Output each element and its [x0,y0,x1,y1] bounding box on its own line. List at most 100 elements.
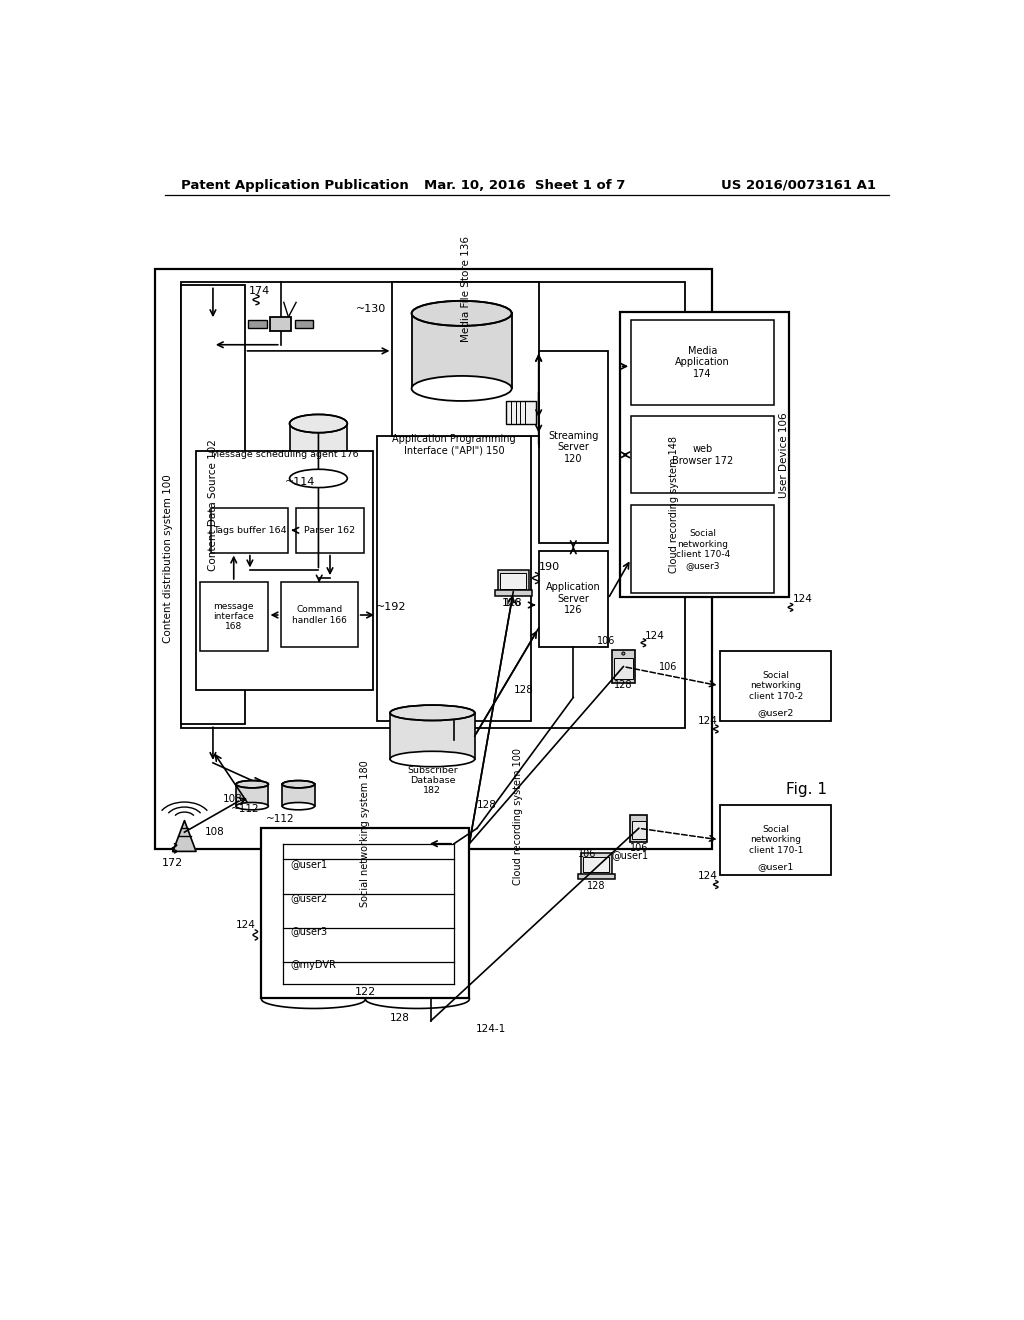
Ellipse shape [237,780,268,788]
Text: Application
Server
126: Application Server 126 [546,582,601,615]
Text: ~114: ~114 [285,477,315,487]
Text: Media
Application
174: Media Application 174 [675,346,730,379]
Text: ~112: ~112 [266,814,295,824]
Text: Media File Store 136: Media File Store 136 [461,236,470,342]
Text: 106: 106 [658,661,677,672]
Text: Command
handler 166: Command handler 166 [292,606,347,624]
Text: 124: 124 [697,871,717,880]
Bar [495,590,531,595]
Bar [281,582,357,647]
Text: 124: 124 [645,631,665,640]
Bar [211,508,289,553]
Bar [614,659,633,678]
Text: 128: 128 [513,685,534,694]
Text: Tags buffer 164: Tags buffer 164 [213,525,287,535]
Ellipse shape [283,780,314,788]
Bar [581,853,611,875]
Text: Social
networking
client 170-1: Social networking client 170-1 [749,825,803,855]
Bar [296,508,364,553]
Bar [180,285,245,725]
Text: Mar. 10, 2016  Sheet 1 of 7: Mar. 10, 2016 Sheet 1 of 7 [424,178,626,191]
Text: Streaming
Server
120: Streaming Server 120 [548,430,598,463]
Bar [283,784,314,807]
Bar [631,814,647,842]
Bar [200,582,267,651]
Bar [539,552,608,647]
Bar [249,321,267,327]
Text: 174: 174 [249,286,269,296]
Text: 128: 128 [476,800,497,810]
Bar [180,281,685,729]
Text: 122: 122 [354,986,376,997]
Bar [539,351,608,544]
Text: 172: 172 [162,858,183,869]
Bar [498,570,528,591]
Bar [237,784,268,807]
Text: @user3: @user3 [291,927,328,936]
Text: Social networking system 180: Social networking system 180 [360,760,371,907]
Text: Content Data Source 102: Content Data Source 102 [208,440,218,570]
Text: User Device 106: User Device 106 [778,412,788,498]
Text: ~192: ~192 [376,602,406,611]
Text: @user2: @user2 [291,892,328,903]
Text: Patent Application Publication: Patent Application Publication [180,178,409,191]
Bar [720,805,831,875]
Text: 128: 128 [587,880,605,891]
Text: message
interface
168: message interface 168 [213,602,254,631]
Polygon shape [173,821,196,851]
Ellipse shape [290,414,347,433]
Text: 128: 128 [614,680,633,690]
Text: 124: 124 [793,594,813,603]
Text: @user1: @user1 [291,859,328,869]
Ellipse shape [390,751,475,767]
Text: @user1: @user1 [758,862,794,871]
Text: 128: 128 [504,598,522,607]
Ellipse shape [390,705,475,721]
Text: Social
networking
client 170-2: Social networking client 170-2 [749,671,803,701]
Text: 108: 108 [223,795,243,804]
Text: ~130: ~130 [355,304,386,314]
Bar [500,573,526,589]
Text: @myDVR: @myDVR [291,961,337,970]
Text: 124-1: 124-1 [476,1023,506,1034]
Text: 124: 124 [237,920,256,929]
Bar [377,436,531,721]
Bar [261,829,469,998]
Ellipse shape [412,301,512,326]
Text: Subscriber
Database
182: Subscriber Database 182 [407,766,458,796]
Text: Application Programming
Interface ("API") 150: Application Programming Interface ("API"… [392,434,516,455]
Text: 128: 128 [390,1014,410,1023]
Ellipse shape [290,470,347,487]
Bar [632,821,646,838]
Bar [720,651,831,721]
Bar [196,451,373,689]
Bar [631,506,773,594]
Bar [620,313,788,598]
Bar [611,651,635,682]
Bar [578,874,614,879]
Ellipse shape [412,376,512,401]
Text: ~112: ~112 [230,804,259,814]
Bar [392,281,539,436]
Bar [631,321,773,405]
Text: Parser 162: Parser 162 [304,525,355,535]
Text: Message scheduling agent 176: Message scheduling agent 176 [211,450,358,459]
Bar [631,416,773,494]
Bar [412,313,512,388]
Bar [584,857,609,873]
Text: 106: 106 [502,598,521,609]
Text: Cloud recording system 100: Cloud recording system 100 [513,748,523,886]
Text: @user2: @user2 [758,709,794,717]
Bar [390,713,475,759]
Bar [506,401,536,424]
Text: Fig. 1: Fig. 1 [786,783,827,797]
Ellipse shape [283,803,314,810]
Text: Content distribution system 100: Content distribution system 100 [163,474,172,643]
Text: 190: 190 [539,561,560,572]
Text: 106: 106 [578,850,596,859]
Bar [295,321,313,327]
Text: @user1: @user1 [611,850,648,861]
Text: Cloud recording system 148: Cloud recording system 148 [669,437,679,573]
Text: US 2016/0073161 A1: US 2016/0073161 A1 [721,178,876,191]
Text: 108: 108 [205,828,225,837]
